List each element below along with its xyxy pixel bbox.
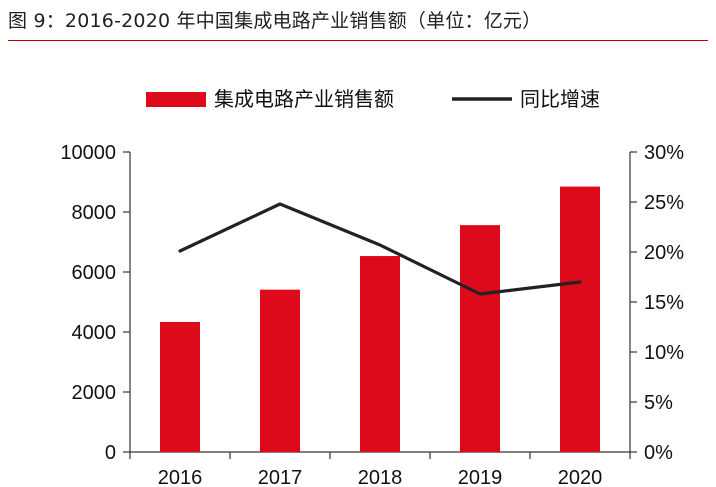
left-axis-tick-label: 10000 [60,142,116,164]
legend-swatch-bar [146,92,206,107]
left-axis-tick-label: 6000 [72,262,117,284]
right-axis-tick-label: 10% [644,342,684,364]
right-axis-tick-label: 5% [644,392,673,414]
title-underline [8,40,708,41]
right-axis-tick-label: 25% [644,192,684,214]
legend-label-sales: 集成电路产业销售额 [214,87,394,111]
right-axis-tick-label: 30% [644,142,684,164]
left-axis-tick-label: 0 [105,442,116,464]
bar [560,186,600,452]
legend-label-growth: 同比增速 [520,87,600,111]
bar [460,225,500,452]
line-series [178,202,582,296]
right-axis-tick-label: 15% [644,292,684,314]
figure-title: 图 9：2016-2020 年中国集成电路产业销售额（单位：亿元） [8,10,542,32]
right-axis-tick-label: 0% [644,442,673,464]
bar [160,321,200,452]
x-axis-tick-label: 2020 [558,467,603,487]
left-axis-tick-label: 2000 [72,382,117,404]
x-axis-tick-label: 2016 [158,467,203,487]
x-axis-tick-label: 2018 [358,467,403,487]
left-axis-tick-label: 4000 [72,322,117,344]
bar [260,289,300,452]
growth-line [178,202,582,296]
x-axis-tick-label: 2019 [458,467,503,487]
right-axis-tick-label: 20% [644,242,684,264]
bar-series [160,186,600,452]
bar [360,256,400,452]
left-axis-tick-label: 8000 [72,202,117,224]
x-axis-tick-label: 2017 [258,467,303,487]
legend: 集成电路产业销售额 同比增速 [146,87,600,111]
